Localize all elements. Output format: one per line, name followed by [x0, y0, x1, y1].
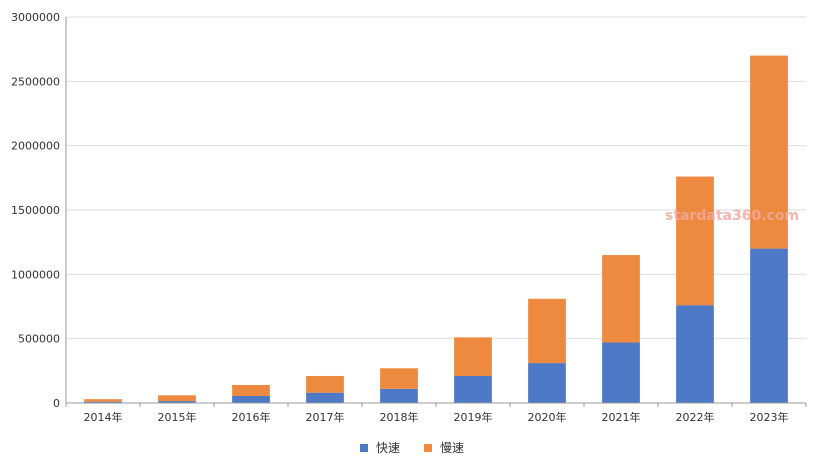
bar-fast: [602, 342, 640, 403]
bars: [84, 55, 788, 403]
bar-fast: [158, 401, 196, 403]
y-tick-label: 3000000: [11, 11, 60, 24]
legend: 快速 慢速: [360, 441, 464, 455]
bar-slow: [454, 337, 492, 376]
bar-fast: [306, 392, 344, 403]
bar-slow: [676, 176, 714, 306]
legend-label: 快速: [376, 441, 400, 455]
x-tick-label: 2015年: [158, 410, 197, 424]
watermark-text: stardata360.com: [665, 208, 799, 224]
x-tick-label: 2014年: [84, 410, 123, 424]
y-tick-label: 1500000: [11, 204, 60, 217]
bar-slow: [528, 298, 566, 364]
x-tick-label: 2023年: [750, 410, 789, 424]
y-tick-label: 2500000: [11, 75, 60, 88]
x-tick-label: 2016年: [232, 410, 271, 424]
bar-slow: [380, 368, 418, 389]
x-tick-label: 2021年: [602, 410, 641, 424]
bar-slow: [84, 399, 122, 402]
bar-slow: [158, 395, 196, 402]
bar-fast: [84, 401, 122, 403]
bar-fast: [750, 248, 788, 403]
bar-fast: [676, 305, 714, 403]
bar-slow: [602, 255, 640, 343]
bar-slow: [232, 384, 270, 396]
y-tick-label: 1000000: [11, 268, 60, 281]
legend-label: 慢速: [440, 441, 464, 455]
axes: 0 500000 1000000 1500000 2000000 2500000 30000…: [11, 11, 807, 424]
x-tick-label: 2017年: [306, 410, 345, 424]
bar-slow: [306, 375, 344, 393]
y-tick-label: 0: [53, 397, 60, 410]
legend-swatch: [424, 444, 432, 452]
bar-fast: [380, 388, 418, 403]
x-tick-label: 2020年: [528, 410, 567, 424]
bar-fast: [454, 375, 492, 403]
x-tick-label: 2019年: [454, 410, 493, 424]
x-tick-label: 2022年: [676, 410, 715, 424]
bar-fast: [232, 395, 270, 403]
bar-slow: [750, 55, 788, 249]
bar-fast: [528, 363, 566, 403]
y-tick-label: 2000000: [11, 140, 60, 153]
y-tick-label: 500000: [18, 333, 60, 346]
legend-swatch: [360, 444, 368, 452]
x-tick-label: 2018年: [380, 410, 419, 424]
